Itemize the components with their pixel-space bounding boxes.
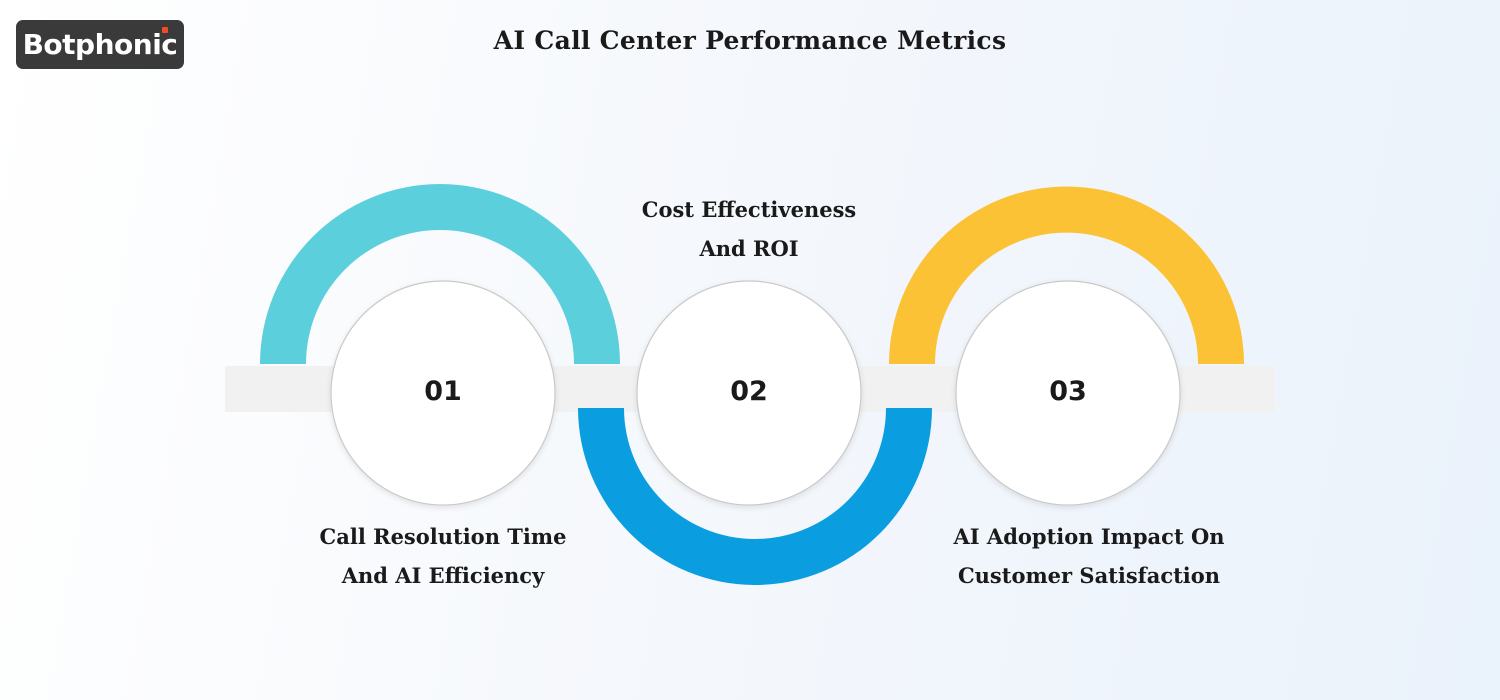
step-1-label: Call Resolution Time And AI Efficiency — [293, 517, 593, 595]
arc-step-1 — [260, 184, 620, 364]
step-1-circle — [330, 280, 556, 506]
arc-step-2 — [578, 408, 932, 585]
step-1-label-line1: Call Resolution Time — [319, 524, 567, 549]
step-1-label-line2: And AI Efficiency — [341, 563, 545, 588]
step-3-label-line2: Customer Satisfaction — [957, 563, 1221, 588]
brand-name: Botphonic — [22, 28, 178, 61]
page-title: AI Call Center Performance Metrics — [493, 26, 1007, 55]
step-2-label-line1: Cost Effectiveness — [641, 197, 857, 222]
step-2-circle — [636, 280, 862, 506]
step-3-number: 03 — [1049, 376, 1087, 407]
brand-logo: Botphonic — [16, 20, 184, 69]
arc-step-3 — [889, 186, 1244, 364]
step-3-label-line1: AI Adoption Impact On — [953, 524, 1225, 549]
step-3-label: AI Adoption Impact On Customer Satisfact… — [919, 517, 1259, 595]
step-2-label-line2: And ROI — [699, 236, 799, 261]
step-2-label: Cost Effectiveness And ROI — [599, 190, 899, 268]
step-1-number: 01 — [424, 376, 462, 407]
brand-accent-dot — [162, 27, 168, 33]
step-3-circle — [955, 280, 1181, 506]
step-2-number: 02 — [730, 376, 768, 407]
